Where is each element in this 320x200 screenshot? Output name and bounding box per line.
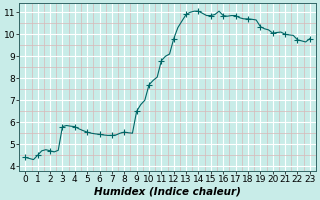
X-axis label: Humidex (Indice chaleur): Humidex (Indice chaleur)	[94, 187, 241, 197]
